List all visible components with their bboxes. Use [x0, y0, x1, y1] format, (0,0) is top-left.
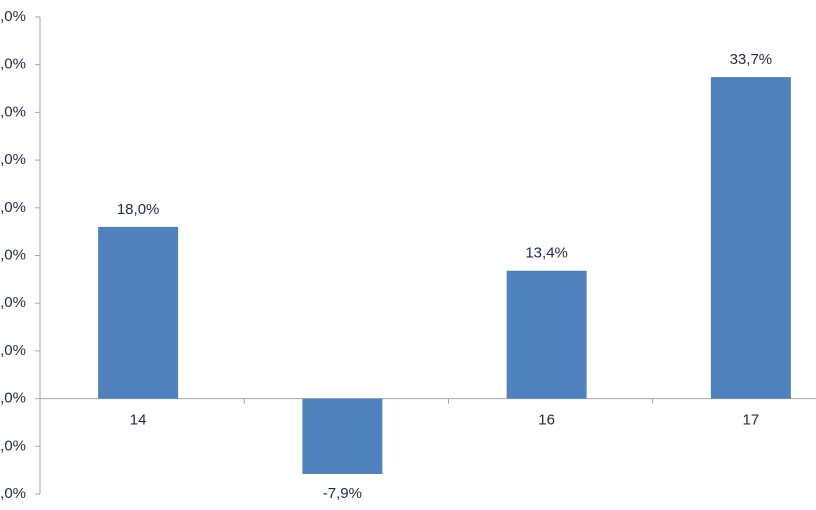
- x-tick-label: 17: [743, 412, 760, 429]
- bar: [98, 226, 179, 399]
- bar: [506, 270, 587, 399]
- y-tick-label: 25,0%: [0, 151, 26, 168]
- value-label: 13,4%: [525, 245, 568, 262]
- x-tick-label: 14: [130, 412, 147, 429]
- y-tick-label: 40,0%: [0, 8, 26, 25]
- value-label: 33,7%: [730, 51, 773, 68]
- y-tick-label: 15,0%: [0, 246, 26, 263]
- y-tick-label: -10,0%: [0, 485, 26, 502]
- bar: [710, 77, 791, 399]
- y-tick-label: 35,0%: [0, 56, 26, 73]
- x-tick-label: 16: [538, 412, 555, 429]
- y-tick-label: 10,0%: [0, 294, 26, 311]
- y-tick-label: 5,0%: [0, 342, 26, 359]
- y-tick-label: 30,0%: [0, 103, 26, 120]
- bar: [302, 398, 383, 474]
- y-tick-label: -5,0%: [0, 437, 26, 454]
- value-label: -7,9%: [323, 485, 362, 502]
- value-label: 18,0%: [117, 201, 160, 218]
- y-tick-label: 20,0%: [0, 199, 26, 216]
- y-tick-label: 0,0%: [0, 390, 26, 407]
